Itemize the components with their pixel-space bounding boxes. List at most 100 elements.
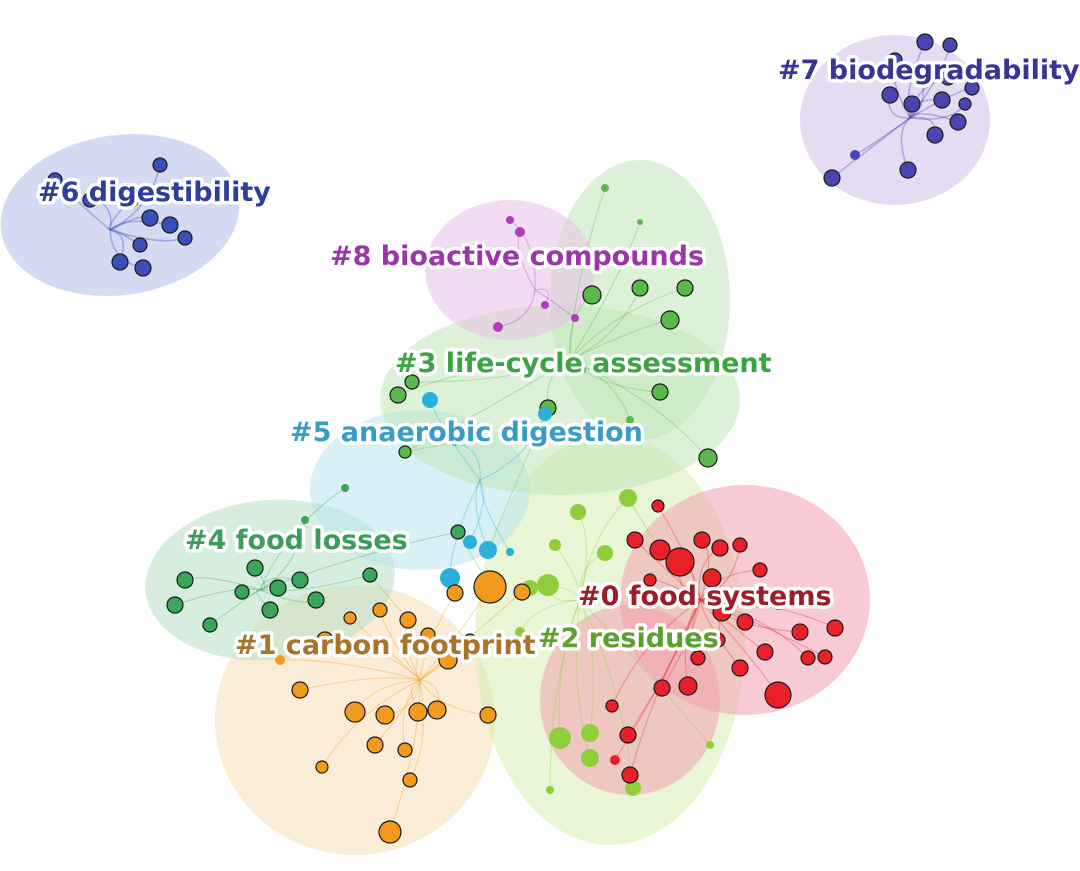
network-edge-c2 bbox=[579, 497, 629, 601]
cluster-label-food-losses: #4 food losses bbox=[185, 525, 408, 556]
network-node-c4 bbox=[234, 584, 250, 600]
network-node-c4 bbox=[269, 579, 287, 597]
network-edge-c3 bbox=[411, 359, 571, 383]
network-node-c3 bbox=[660, 310, 680, 330]
network-edge-c8 bbox=[497, 289, 536, 328]
network-node-c0 bbox=[731, 659, 749, 677]
network-node-c4 bbox=[202, 617, 218, 633]
cluster-label-digestibility: #6 digestibility bbox=[38, 177, 271, 208]
network-edge-c1 bbox=[402, 679, 421, 751]
network-node-c0 bbox=[643, 573, 657, 587]
network-node-c4 bbox=[166, 596, 184, 614]
network-node-c1 bbox=[513, 583, 531, 601]
network-node-c2 bbox=[581, 724, 599, 742]
network-edge-c3 bbox=[569, 187, 606, 361]
network-node-c3 bbox=[698, 448, 718, 468]
network-node-c3 bbox=[389, 386, 407, 404]
network-node-c2 bbox=[515, 627, 525, 637]
network-node-c1 bbox=[420, 627, 436, 643]
cluster-hull-c6 bbox=[0, 134, 240, 296]
network-edge-link bbox=[487, 413, 546, 551]
network-node-c1 bbox=[344, 701, 366, 723]
network-edge-c0 bbox=[627, 599, 701, 736]
cluster-labels: #7 biodegradability #6 digestibility #8 … bbox=[35, 52, 1080, 665]
network-edge-c4 bbox=[174, 588, 261, 606]
network-node-c4 bbox=[246, 559, 264, 577]
network-node-c0 bbox=[710, 632, 726, 648]
network-node-c3 bbox=[676, 279, 694, 297]
network-edge-c3 bbox=[569, 287, 641, 361]
cluster-label-biodegradability: #7 biodegradability bbox=[778, 55, 1080, 86]
network-node-c0 bbox=[756, 643, 774, 661]
network-node-c6 bbox=[132, 237, 148, 253]
cluster-label-anaerobic-digestion: #5 anaerobic digestion bbox=[290, 417, 643, 448]
network-edge-c0 bbox=[684, 599, 701, 687]
network-node-c7 bbox=[850, 150, 860, 160]
network-node-c7 bbox=[911, 61, 929, 79]
network-edge-link bbox=[404, 441, 456, 453]
network-node-c6 bbox=[121, 191, 139, 209]
network-node-c1 bbox=[315, 760, 329, 774]
network-node-c6 bbox=[161, 216, 179, 234]
network-node-c1 bbox=[473, 570, 507, 604]
network-node-c3 bbox=[404, 374, 420, 390]
network-edge-c5 bbox=[469, 479, 484, 543]
network-edge-c2 bbox=[554, 544, 581, 601]
network-node-c7 bbox=[887, 52, 903, 68]
network-node-c8 bbox=[571, 314, 579, 322]
cluster-label-residues: #2 residues bbox=[538, 623, 719, 654]
network-node-c1 bbox=[427, 700, 447, 720]
network-node-c0 bbox=[605, 699, 619, 713]
network-node-c0 bbox=[817, 649, 833, 665]
network-nodes bbox=[47, 33, 980, 844]
network-node-c7 bbox=[964, 80, 980, 96]
network-node-c1 bbox=[316, 631, 334, 649]
network-edge-c3 bbox=[569, 359, 631, 421]
network-node-c7 bbox=[942, 37, 958, 53]
network-node-c3 bbox=[578, 366, 586, 374]
network-node-c7 bbox=[933, 91, 951, 109]
network-node-c2 bbox=[619, 489, 637, 507]
network-edge-c6 bbox=[109, 164, 161, 231]
network-node-c5 bbox=[506, 548, 514, 556]
network-edge-c0 bbox=[699, 599, 826, 658]
network-node-c5 bbox=[422, 392, 438, 408]
network-node-c0 bbox=[678, 676, 698, 696]
network-edge-c0 bbox=[699, 599, 809, 659]
network-node-c1 bbox=[399, 611, 417, 629]
network-node-c4 bbox=[450, 524, 466, 540]
cluster-label-life-cycle-assessment: #3 life-cycle assessment bbox=[395, 348, 772, 379]
network-node-c0 bbox=[621, 766, 639, 784]
network-node-c2 bbox=[706, 741, 714, 749]
network-edge-c7 bbox=[907, 41, 926, 119]
network-edge-c3 bbox=[569, 359, 661, 393]
cluster-hull-c3 bbox=[550, 160, 730, 440]
cluster-hull-c8 bbox=[425, 200, 595, 340]
network-node-c7 bbox=[823, 169, 841, 187]
network-edge-c5 bbox=[454, 441, 481, 481]
network-node-c6 bbox=[141, 209, 159, 227]
network-node-c2 bbox=[625, 780, 641, 796]
network-node-c0 bbox=[619, 726, 637, 744]
network-node-c1 bbox=[397, 742, 413, 758]
network-node-c8 bbox=[515, 227, 525, 237]
network-node-c2 bbox=[537, 574, 559, 596]
network-node-c2 bbox=[549, 539, 561, 551]
network-node-c1 bbox=[343, 611, 357, 625]
network-node-c7 bbox=[949, 113, 967, 131]
network-node-c7 bbox=[903, 95, 921, 113]
network-node-c5 bbox=[451, 438, 459, 446]
network-edge-c1 bbox=[279, 659, 421, 681]
network-edge-c1 bbox=[419, 679, 489, 716]
network-edge-c0 bbox=[699, 569, 761, 601]
network-node-c7 bbox=[958, 97, 972, 111]
network-node-c1 bbox=[372, 602, 388, 618]
network-edge-c2 bbox=[576, 599, 591, 759]
network-node-c0 bbox=[826, 619, 844, 637]
network-edge-c3 bbox=[569, 221, 641, 361]
network-edge-c2 bbox=[579, 599, 594, 734]
network-node-c1 bbox=[291, 681, 309, 699]
network-edge-c5 bbox=[475, 479, 489, 551]
network-edge-c3 bbox=[569, 359, 709, 459]
